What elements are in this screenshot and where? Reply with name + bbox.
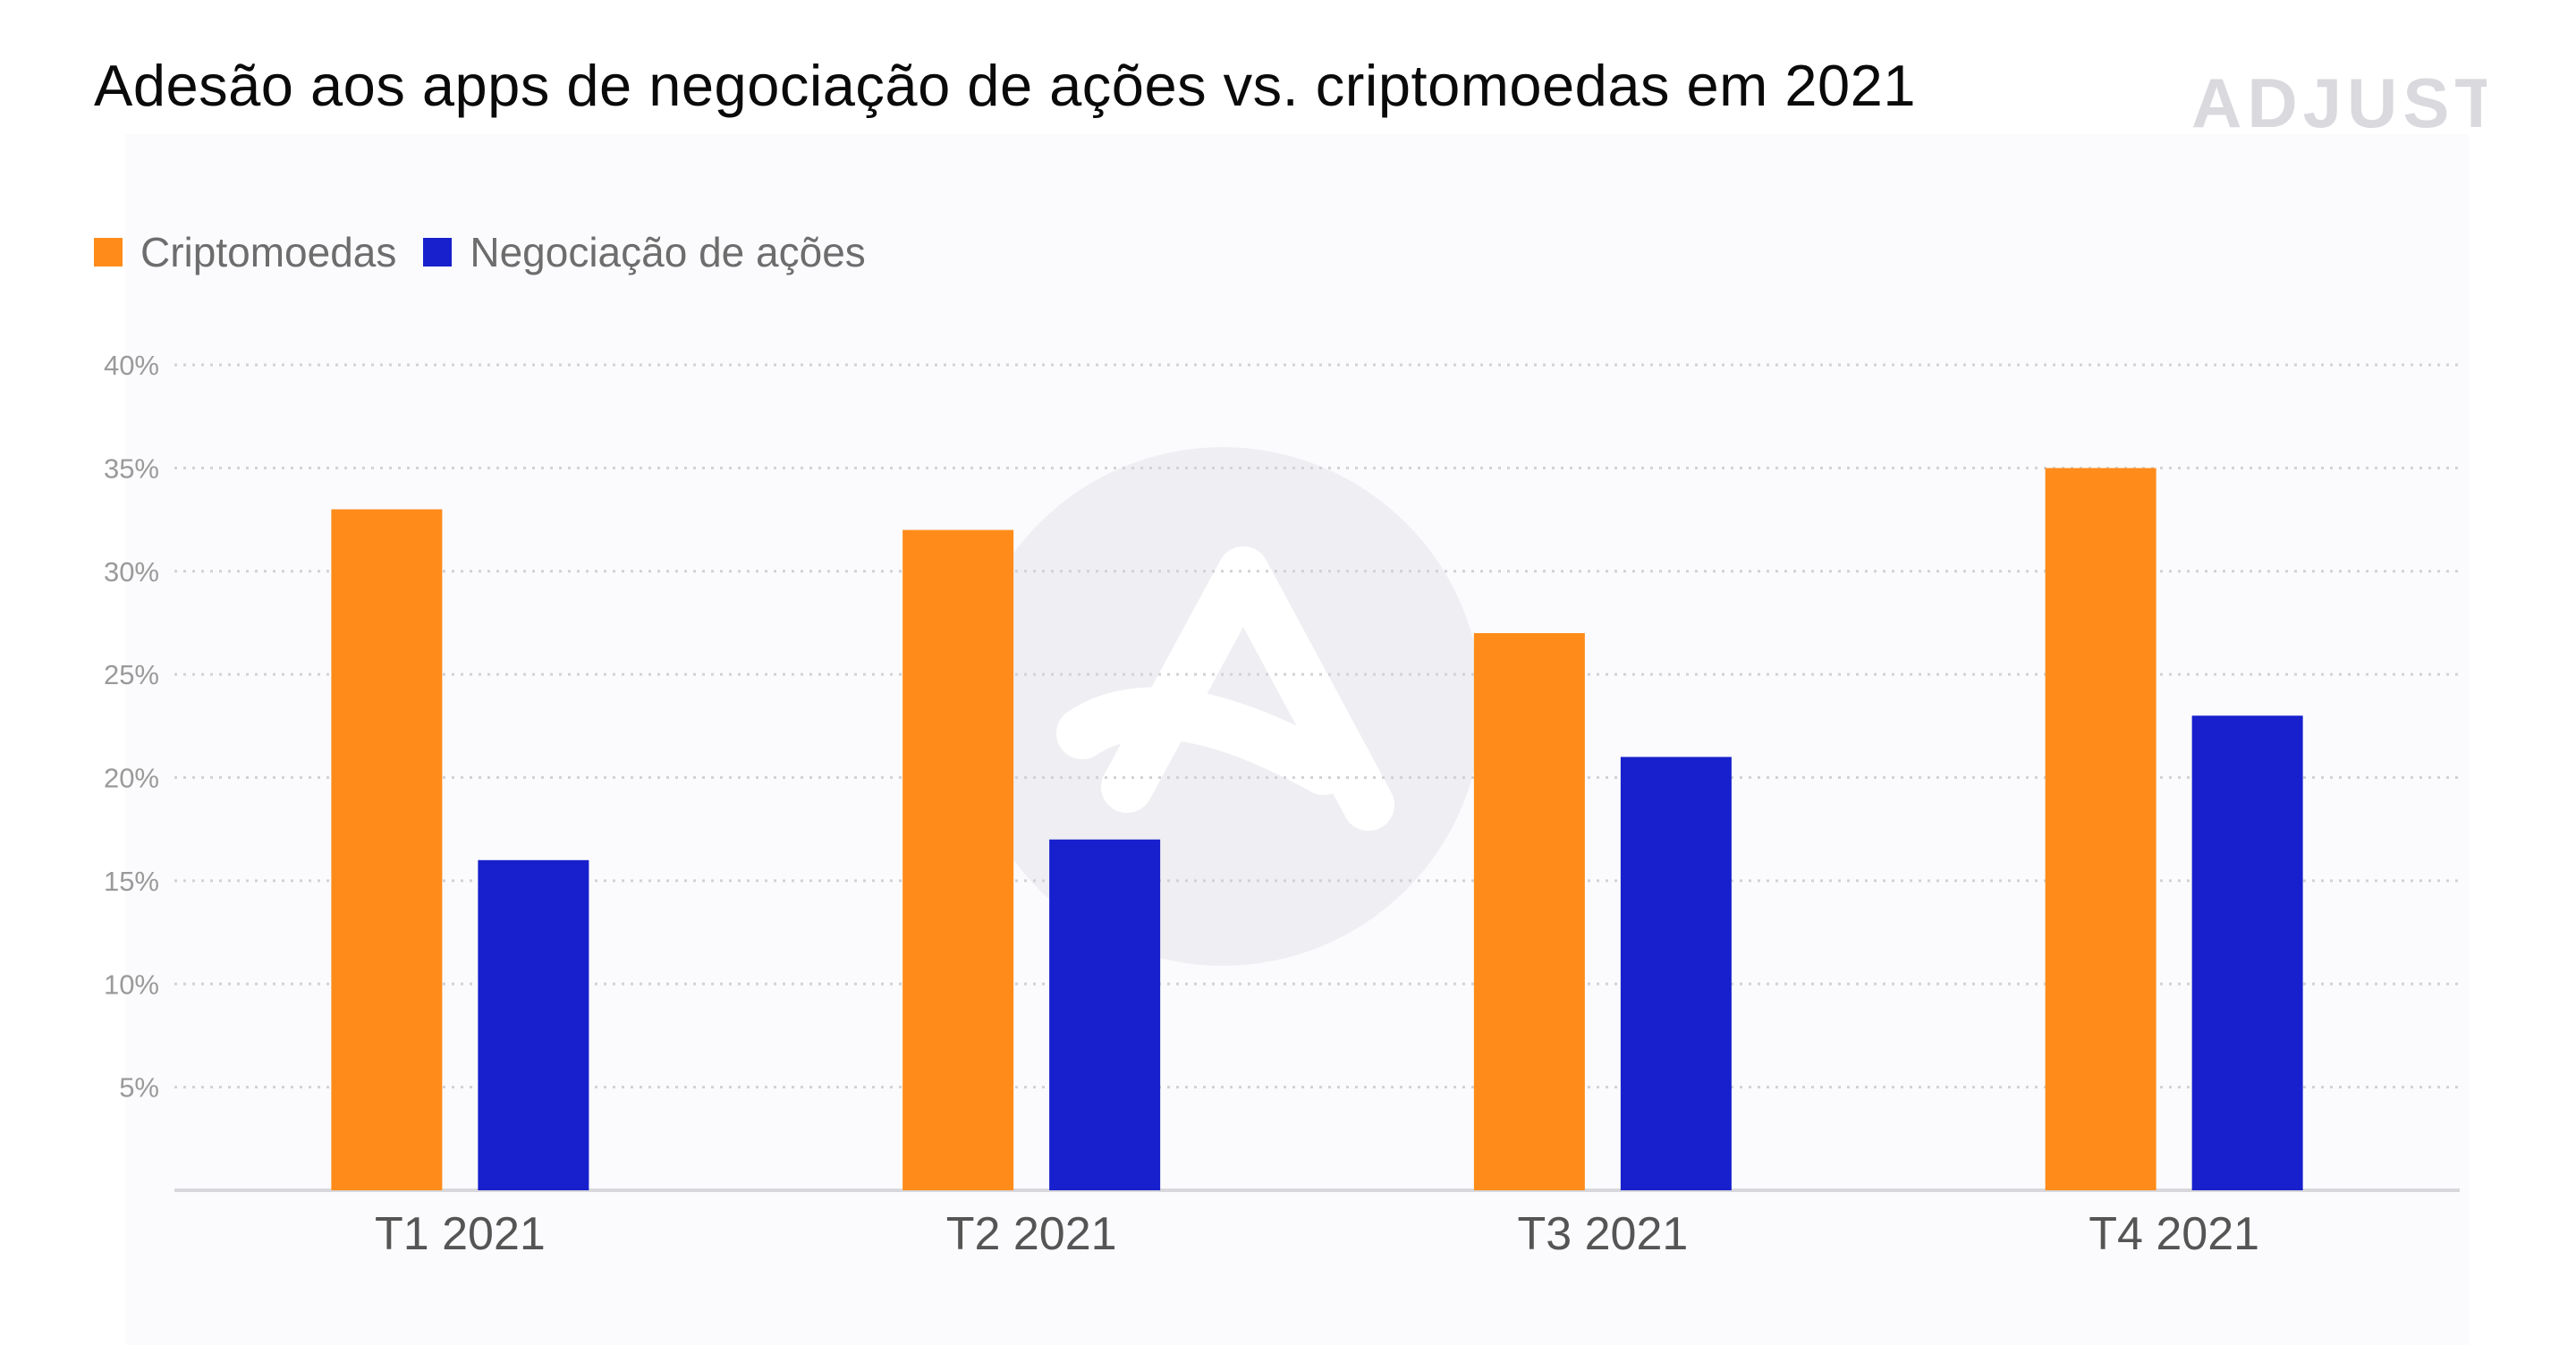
x-category-label-1: T1 2021 [375, 1208, 546, 1260]
y-tick-label-5%: 5% [119, 1072, 159, 1104]
legend: Criptomoedas Negociação de ações [94, 228, 893, 276]
bar-criptomoedas-3 [1473, 632, 1585, 1190]
watermark-logo [963, 447, 1482, 966]
y-tick-label-35%: 35% [104, 453, 159, 484]
x-category-label-3: T3 2021 [1517, 1208, 1688, 1260]
chart-title: Adesão aos apps de negociação de ações v… [94, 53, 1916, 118]
legend-item-negociacao-de-acoes: Negociação de ações [423, 228, 866, 276]
bar-criptomoedas-1 [331, 509, 443, 1190]
legend-label-negociacao-de-acoes: Negociação de ações [470, 229, 866, 275]
bar-negociacao-de-acoes-2 [1049, 839, 1161, 1190]
y-tick-label-15%: 15% [104, 866, 159, 897]
x-category-label-2: T2 2021 [946, 1208, 1117, 1260]
bar-negociacao-de-acoes-4 [2191, 715, 2303, 1190]
bar-negociacao-de-acoes-3 [1620, 757, 1732, 1190]
svg-text:ADJUST: ADJUST [2191, 64, 2487, 142]
bar-negociacao-de-acoes-1 [478, 859, 589, 1190]
y-tick-label-10%: 10% [104, 969, 159, 1000]
legend-label-criptomoedas: Criptomoedas [140, 229, 397, 275]
y-tick-label-40%: 40% [104, 350, 159, 381]
legend-swatch-criptomoedas [94, 238, 123, 266]
y-tick-label-25%: 25% [104, 659, 159, 690]
legend-swatch-negociacao-de-acoes [423, 238, 453, 266]
x-category-label-4: T4 2021 [2089, 1208, 2259, 1260]
legend-item-criptomoedas: Criptomoedas [94, 228, 396, 276]
y-tick-label-30%: 30% [104, 556, 159, 588]
bar-criptomoedas-2 [902, 529, 1014, 1190]
adjust-logo: ADJUST [2191, 64, 2487, 142]
bar-criptomoedas-4 [2045, 468, 2157, 1190]
y-tick-label-20%: 20% [104, 763, 159, 794]
